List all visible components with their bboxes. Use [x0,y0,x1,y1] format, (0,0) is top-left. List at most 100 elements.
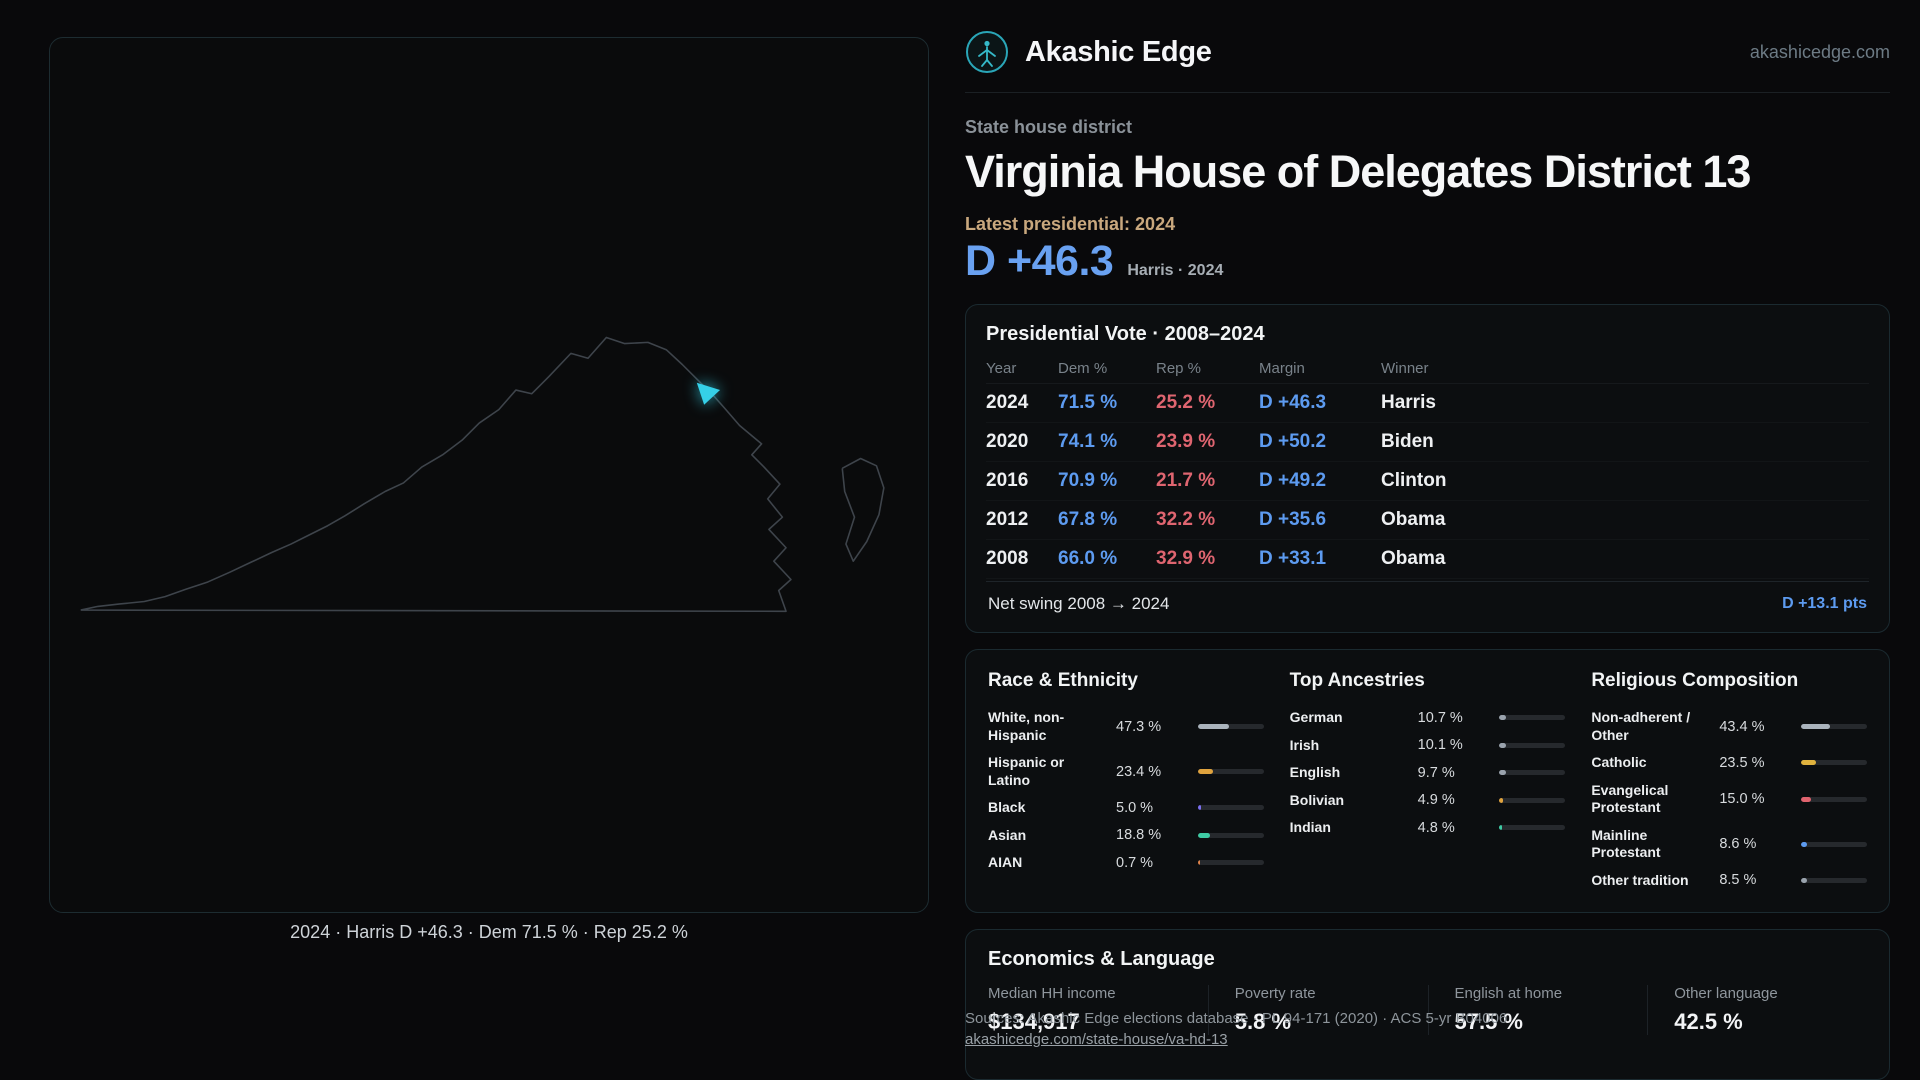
brand-name: Akashic Edge [1025,35,1212,68]
margin-cell: D +35.6 [1259,509,1327,531]
district-marker[interactable] [696,382,721,405]
col-margin: Margin [1259,360,1305,378]
sources-line: Sources: Akashic Edge elections database… [965,1010,1508,1027]
demo-row: Other tradition 8.5 % [1591,867,1867,895]
presidential-card: Presidential Vote · 2008–2024 Year Dem %… [965,304,1890,634]
demographics-card: Race & Ethnicity White, non-Hispanic 47.… [965,649,1890,914]
headline-margin-context: Harris · 2024 [1127,261,1224,279]
demo-value: 4.9 % [1417,792,1455,809]
stat-label: Other language [1674,985,1778,1003]
winner-cell: Harris [1381,392,1436,414]
demo-row: AIAN 0.7 % [988,849,1264,877]
demo-row: Evangelical Protestant 15.0 % [1591,777,1867,822]
stat-median-income: Median HH income $134,917 [988,985,1208,1035]
demo-value: 4.8 % [1417,819,1455,836]
demo-row: Irish 10.1 % [1290,732,1566,760]
stat-value: $134,917 [988,1009,1080,1035]
year-cell: 2008 [986,548,1029,570]
demo-label: Other tradition [1591,871,1689,888]
demo-label: Black [988,799,1026,816]
virginia-map[interactable] [50,38,928,912]
rep-cell: 25.2 % [1156,392,1216,414]
demo-row: Mainline Protestant 8.6 % [1591,822,1867,867]
demo-bar [1197,860,1264,866]
presidential-table: Year Dem % Rep % Margin Winner 2024 71.5… [986,354,1869,620]
demo-value: 23.4 % [1116,763,1162,780]
winner-cell: Obama [1381,509,1446,531]
net-swing-label: Net swing 2008 → 2024 [988,594,1170,614]
col-rep: Rep % [1156,360,1202,378]
demo-value: 0.7 % [1116,854,1154,871]
section-kicker: State house district [965,117,1133,137]
main-content: Akashic Edge akashicedge.com State house… [965,0,1890,1080]
margin-cell: D +49.2 [1259,470,1327,492]
demo-label: Asian [988,826,1027,843]
sources-footer: Sources: Akashic Edge elections database… [965,1008,1507,1050]
demo-row: Non-adherent / Other 43.4 % [1591,704,1867,749]
race-title: Race & Ethnicity [988,670,1138,692]
demo-label: Non-adherent / Other [1591,709,1691,743]
winner-cell: Clinton [1381,470,1447,492]
demo-bar [1800,796,1867,802]
demo-bar [1499,797,1566,803]
header-divider [965,92,1890,93]
demo-value: 47.3 % [1116,718,1162,735]
demo-bar [1197,832,1264,838]
demo-value: 10.7 % [1417,709,1463,726]
stat-label: Poverty rate [1234,985,1316,1003]
rep-cell: 21.7 % [1156,470,1216,492]
demo-label: English [1289,764,1341,781]
demo-label: Mainline Protestant [1591,826,1661,861]
demo-label: Indian [1289,819,1331,836]
demo-value: 8.6 % [1719,836,1757,853]
demo-label: Irish [1289,736,1320,753]
religion-column: Religious Composition Non-adherent / Oth… [1591,670,1867,894]
col-winner: Winner [1381,360,1429,378]
stat-label: Median HH income [988,985,1116,1003]
table-row: 2012 67.8 % 32.2 % D +35.6 Obama [986,501,1869,541]
site-link[interactable]: akashicedge.com [1749,41,1890,62]
demo-bar [1499,770,1566,776]
header: Akashic Edge akashicedge.com [965,0,1890,74]
demo-value: 15.0 % [1719,791,1765,808]
map-caption: 2024 · Harris D +46.3 · Dem 71.5 % · Rep… [290,922,688,942]
winner-cell: Biden [1381,431,1434,453]
economics-stats: Median HH income $134,917 Poverty rate 5… [988,985,1867,1036]
demo-bar [1800,841,1867,847]
brand-logo-icon [966,31,1008,73]
demo-value: 5.0 % [1116,799,1154,816]
margin-cell: D +46.3 [1259,392,1327,414]
demo-bar [1800,877,1867,883]
net-swing-row: Net swing 2008 → 2024 D +13.1 pts [986,581,1869,620]
demo-row: Black 5.0 % [988,794,1264,822]
race-column: Race & Ethnicity White, non-Hispanic 47.… [988,670,1264,894]
ancestry-column: Top Ancestries German 10.7 % Irish 10.1 … [1290,670,1566,894]
stat-value: 5.8 % [1234,1009,1292,1035]
dem-cell: 67.8 % [1058,509,1118,531]
source-url-link[interactable]: akashicedge.com/state-house/va-hd-13 [965,1031,1228,1048]
stat-value: 42.5 % [1674,1009,1743,1035]
margin-cell: D +33.1 [1259,548,1327,570]
page-title: Virginia House of Delegates District 13 [965,146,1751,197]
col-dem: Dem % [1058,360,1108,378]
demo-row: Hispanic or Latino 23.4 % [988,749,1264,794]
demo-row: Indian 4.8 % [1290,814,1566,842]
stat-other-language: Other language 42.5 % [1647,985,1867,1036]
demo-bar [1197,805,1264,811]
table-row: 2016 70.9 % 21.7 % D +49.2 Clinton [986,462,1869,502]
demo-value: 10.1 % [1417,737,1463,754]
year-cell: 2016 [986,470,1029,492]
demo-label: Hispanic or Latino [988,754,1065,788]
map-panel[interactable] [49,37,929,913]
year-cell: 2020 [986,431,1029,453]
demo-bar [1800,724,1867,730]
table-header-row: Year Dem % Rep % Margin Winner [986,354,1869,385]
demo-label: Catholic [1591,754,1647,771]
demo-bar [1499,825,1566,831]
demo-value: 8.5 % [1719,872,1757,889]
demo-value: 23.5 % [1719,754,1765,771]
demo-bar [1499,715,1566,721]
stat-poverty-rate: Poverty rate 5.8 % [1207,985,1428,1036]
religion-title: Religious Composition [1591,670,1799,692]
headline-margin-row: D +46.3 Harris · 2024 [965,237,1890,286]
